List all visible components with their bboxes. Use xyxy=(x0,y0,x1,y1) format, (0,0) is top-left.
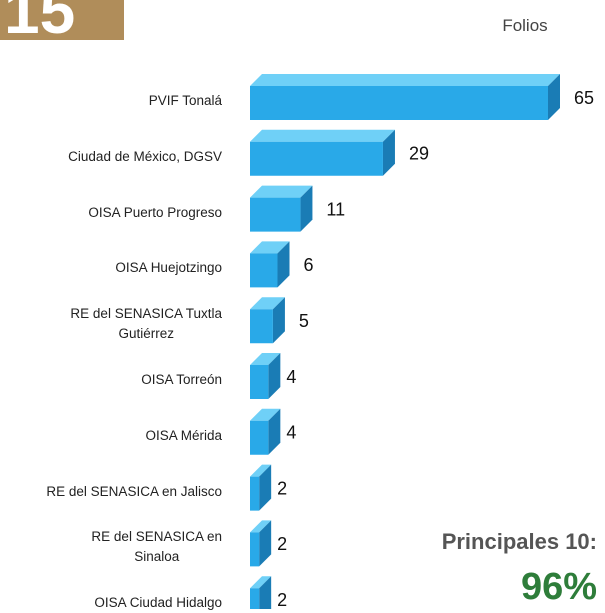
bar xyxy=(250,464,272,511)
bar xyxy=(250,353,281,399)
value-label: 2 xyxy=(277,590,287,609)
bar xyxy=(250,185,313,232)
bar-front xyxy=(250,86,548,120)
bar-front xyxy=(250,420,269,455)
bar-top xyxy=(250,353,281,365)
bar-side xyxy=(268,408,281,455)
bar-side xyxy=(259,464,272,511)
value-label: 65 xyxy=(574,88,594,108)
page-number-box: 15 xyxy=(0,0,124,40)
bar-side xyxy=(259,520,272,567)
category-label: Ciudad de México, DGSV xyxy=(68,148,222,164)
value-label: 29 xyxy=(409,144,429,164)
bar xyxy=(250,241,290,288)
category-label: OISA Ciudad Hidalgo xyxy=(94,595,222,611)
bar-top xyxy=(250,408,281,421)
bar-front xyxy=(250,309,273,344)
value-label: 4 xyxy=(286,423,296,443)
value-label: 6 xyxy=(304,255,314,275)
bar-top xyxy=(250,129,395,142)
bar-top xyxy=(250,185,313,198)
bar-side xyxy=(272,297,285,344)
bar-front xyxy=(250,365,269,399)
category-label: OISA Huejotzingo xyxy=(115,260,222,276)
bar-top xyxy=(250,74,560,86)
value-label: 2 xyxy=(277,478,287,498)
bar xyxy=(250,297,285,344)
bar-front xyxy=(250,588,260,609)
bar-side xyxy=(277,241,290,288)
bar-front xyxy=(250,253,278,288)
value-label: 11 xyxy=(326,199,345,219)
bar-front xyxy=(250,197,301,232)
bar-top xyxy=(250,520,272,533)
bar-top xyxy=(250,241,290,254)
bar xyxy=(250,576,272,609)
category-label: RE del SENASICA Tuxtla Gutiérrez xyxy=(70,306,222,342)
bar-side xyxy=(300,185,313,232)
unit-label: Folios xyxy=(502,16,548,35)
value-label: 2 xyxy=(277,534,287,554)
bar-side xyxy=(259,576,272,609)
summary-value: 96% xyxy=(520,566,597,608)
bar-top xyxy=(250,297,285,310)
value-label: 4 xyxy=(286,367,296,387)
bar-front xyxy=(250,476,260,511)
bar-front xyxy=(250,532,260,567)
value-label: 5 xyxy=(299,311,309,331)
bar xyxy=(250,520,272,567)
bar xyxy=(250,408,281,455)
category-label: RE del SENASICA en Jalisco xyxy=(46,483,222,499)
summary-label: Principales 10: xyxy=(441,529,597,554)
bar xyxy=(250,129,395,176)
bar-front xyxy=(250,141,383,176)
category-label: RE del SENASICA en Sinaloa xyxy=(91,529,222,565)
bar-top xyxy=(250,464,272,477)
category-label: PVIF Tonalá xyxy=(148,93,222,108)
bar-top xyxy=(250,576,272,589)
bar-side xyxy=(548,74,560,120)
bar xyxy=(250,74,560,120)
category-label: OISA Torreón xyxy=(141,372,222,387)
bar-side xyxy=(268,353,281,399)
page-number: 15 xyxy=(4,0,76,40)
category-label: OISA Puerto Progreso xyxy=(88,204,222,220)
bar-side xyxy=(382,129,395,176)
category-label: OISA Mérida xyxy=(145,427,222,443)
